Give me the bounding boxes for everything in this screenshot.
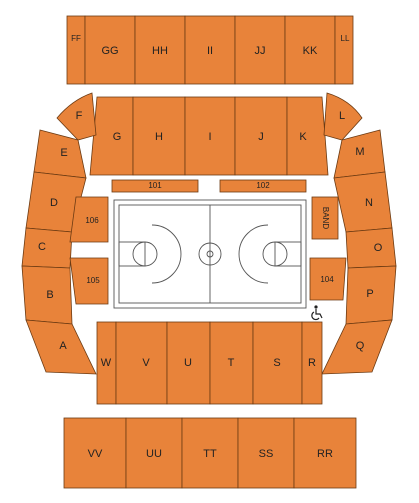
label-P: P bbox=[366, 288, 373, 300]
section-Q[interactable] bbox=[321, 319, 393, 375]
label-W: W bbox=[101, 357, 112, 369]
basketball-court bbox=[113, 199, 307, 309]
label-FF: FF bbox=[71, 34, 81, 43]
section-SS[interactable] bbox=[237, 417, 295, 489]
label-SS: SS bbox=[259, 448, 274, 460]
lower-sections-top: G H I J K 101 102 bbox=[89, 96, 329, 193]
label-LL: LL bbox=[341, 34, 350, 43]
label-L: L bbox=[339, 110, 345, 122]
label-N: N bbox=[365, 197, 373, 209]
section-I[interactable] bbox=[184, 96, 236, 176]
section-II[interactable] bbox=[184, 15, 236, 85]
section-V[interactable] bbox=[115, 321, 168, 405]
label-S: S bbox=[273, 357, 280, 369]
label-U: U bbox=[184, 357, 192, 369]
label-RR: RR bbox=[317, 448, 333, 460]
label-Q: Q bbox=[356, 340, 365, 352]
label-H: H bbox=[155, 131, 163, 143]
label-R: R bbox=[308, 357, 316, 369]
wheelchair-icon bbox=[311, 305, 323, 321]
label-GG: GG bbox=[101, 45, 118, 57]
label-K: K bbox=[299, 131, 307, 143]
right-sections: L M N O P Q bbox=[321, 92, 397, 375]
label-G: G bbox=[113, 131, 122, 143]
label-KK: KK bbox=[303, 45, 318, 57]
label-105: 105 bbox=[86, 276, 100, 285]
label-O: O bbox=[374, 242, 383, 254]
section-U[interactable] bbox=[166, 321, 211, 405]
label-HH: HH bbox=[152, 45, 168, 57]
label-JJ: JJ bbox=[255, 45, 266, 57]
label-D: D bbox=[50, 197, 58, 209]
section-JJ[interactable] bbox=[234, 15, 286, 85]
section-N[interactable] bbox=[333, 171, 393, 233]
section-K[interactable] bbox=[286, 96, 329, 176]
section-H[interactable] bbox=[132, 96, 186, 176]
section-UU[interactable] bbox=[125, 417, 183, 489]
section-O[interactable] bbox=[345, 227, 397, 269]
label-T: T bbox=[228, 357, 235, 369]
lower-sections-bottom: W V U T S R bbox=[96, 321, 323, 405]
section-KK[interactable] bbox=[284, 15, 336, 85]
section-VV[interactable] bbox=[63, 417, 127, 489]
label-TT: TT bbox=[203, 448, 217, 460]
label-106: 106 bbox=[85, 216, 99, 225]
upper-sections-top: FF GG HH II JJ KK LL bbox=[66, 15, 354, 85]
label-F: F bbox=[76, 110, 83, 122]
section-RR[interactable] bbox=[293, 417, 357, 489]
section-106[interactable] bbox=[69, 196, 109, 243]
label-101: 101 bbox=[148, 181, 162, 190]
section-105[interactable] bbox=[69, 257, 109, 305]
section-R[interactable] bbox=[301, 321, 323, 405]
label-V: V bbox=[142, 357, 150, 369]
label-J: J bbox=[258, 131, 264, 143]
section-101[interactable] bbox=[111, 179, 199, 193]
section-C[interactable] bbox=[21, 227, 73, 269]
label-M: M bbox=[355, 146, 364, 158]
section-F[interactable] bbox=[56, 92, 97, 141]
section-BAND[interactable] bbox=[311, 196, 339, 240]
label-104: 104 bbox=[320, 275, 334, 284]
floor-sections: 106 105 BAND 104 bbox=[69, 196, 347, 305]
label-A: A bbox=[59, 340, 67, 352]
label-BAND: BAND bbox=[321, 207, 330, 229]
section-LL[interactable] bbox=[334, 15, 354, 85]
section-GG[interactable] bbox=[84, 15, 136, 85]
section-S[interactable] bbox=[252, 321, 303, 405]
section-FF[interactable] bbox=[66, 15, 86, 85]
section-102[interactable] bbox=[219, 179, 307, 193]
section-104[interactable] bbox=[309, 257, 347, 301]
section-L[interactable] bbox=[323, 92, 363, 141]
section-A[interactable] bbox=[25, 319, 97, 375]
label-UU: UU bbox=[146, 448, 162, 460]
label-B: B bbox=[46, 289, 53, 301]
label-I: I bbox=[208, 131, 211, 143]
left-sections: F E D C B A bbox=[21, 92, 97, 375]
section-TT[interactable] bbox=[181, 417, 239, 489]
upper-sections-bottom: VV UU TT SS RR bbox=[63, 417, 357, 489]
section-HH[interactable] bbox=[134, 15, 186, 85]
label-II: II bbox=[207, 45, 213, 57]
label-102: 102 bbox=[256, 181, 270, 190]
label-C: C bbox=[38, 241, 46, 253]
label-E: E bbox=[60, 147, 67, 159]
section-G[interactable] bbox=[89, 96, 134, 176]
section-T[interactable] bbox=[209, 321, 254, 405]
section-J[interactable] bbox=[234, 96, 288, 176]
label-VV: VV bbox=[88, 448, 103, 460]
